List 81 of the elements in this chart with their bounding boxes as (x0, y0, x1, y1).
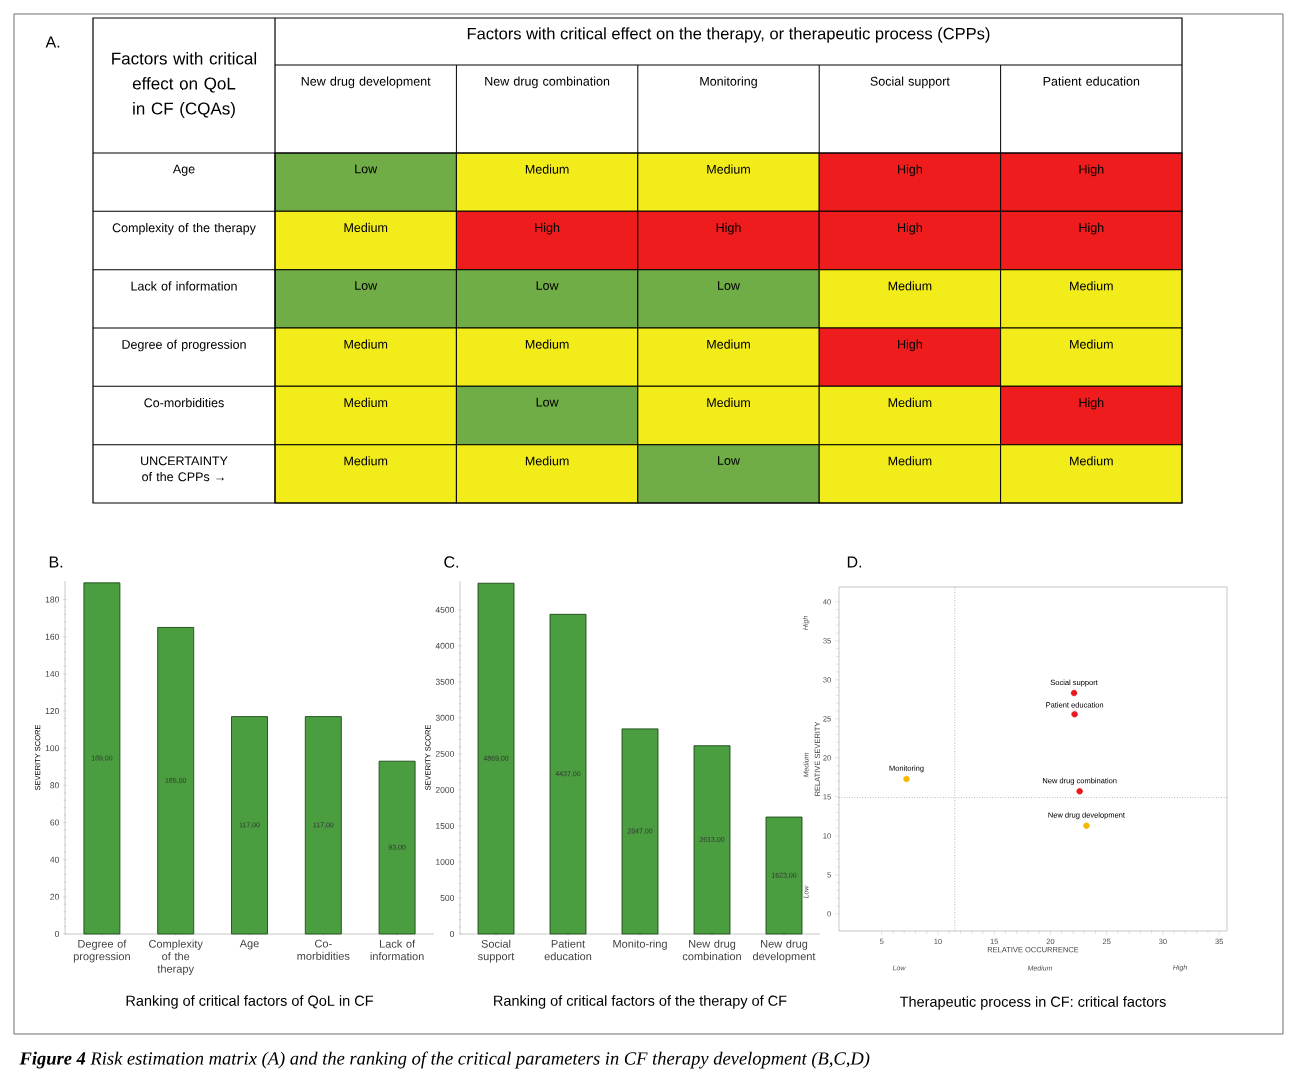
category-label: New drug combination (485, 76, 610, 89)
text: Factors with critical effect on QoL in CF (CQAs) (112, 52, 257, 118)
y-tick-label: 500 (440, 894, 454, 901)
text: Medium (888, 281, 932, 291)
x-tick-label: Lack of information (370, 939, 424, 961)
y-tick-label: 3000 (435, 714, 454, 721)
x-tick-label: Patient education (544, 939, 592, 961)
text: Low (355, 281, 378, 290)
category-label: Co-morbidities (144, 398, 224, 408)
y-tick-label: 80 (50, 782, 59, 789)
y-tick-label: 3500 (435, 678, 454, 685)
text: Low (536, 397, 559, 407)
y-tick-label: 60 (50, 819, 59, 826)
y-tick-label: 20 (50, 893, 59, 900)
text: Low (718, 456, 740, 465)
text: Ranking of critical factors of QoL in CF (126, 995, 373, 1009)
text: Figure 4 Risk estimation matrix (A) and the ranking of the critical parameters in CF therapy development (B,C,D) (19, 1051, 870, 1069)
text: High (898, 339, 922, 352)
text: Medium (707, 164, 750, 174)
category-label: Patient education (1043, 76, 1140, 86)
x-tick-label: New drug development (752, 939, 816, 963)
x-tick-label: Age (239, 939, 259, 950)
text: Therapeutic process in CF: critical factors (899, 996, 1166, 1010)
category-label: Complexity of the therapy (112, 223, 256, 235)
text: Medium (344, 222, 388, 233)
y-tick-label: 0 (54, 930, 59, 937)
text: Ranking of critical factors of the therapy of CF (494, 995, 787, 1009)
y-tick-label: 4000 (435, 642, 454, 649)
text: High (535, 222, 560, 235)
text: Medium (1070, 339, 1113, 349)
text: High (716, 222, 741, 235)
y-tick-label: 100 (45, 745, 59, 752)
y-tick-label: 140 (45, 670, 59, 677)
y-tick-label: 0 (449, 930, 454, 937)
y-tick-label: 1500 (436, 822, 454, 829)
category-label: UNCERTAINTY of the CPPs → (141, 456, 228, 482)
text: Medium (525, 456, 569, 466)
category-label: Monitoring (700, 76, 757, 89)
text: B. (49, 556, 63, 568)
category-label: Social support (870, 76, 950, 89)
y-tick-label: 120 (45, 708, 59, 715)
text: Medium (344, 339, 388, 349)
text: Medium (1070, 281, 1113, 291)
text: High (1079, 397, 1104, 410)
x-tick-label: Degree of progression (73, 939, 130, 963)
text: Factors with critical effect on the therapy, or therapeutic process (CPPs) (467, 27, 990, 43)
x-tick-label: Complexity of the therapy (149, 939, 203, 975)
y-tick-label: 40 (50, 856, 59, 863)
text: Medium (888, 456, 932, 466)
text: D. (847, 556, 862, 568)
text: Low (536, 281, 559, 290)
category-label: Lack of information (131, 281, 237, 291)
text: Medium (707, 397, 750, 408)
x-tick-label: New drug combination (682, 939, 741, 961)
text: Medium (525, 339, 569, 349)
y-tick-label: 2000 (435, 786, 454, 793)
category-label: Degree of progression (122, 339, 246, 352)
y-tick-label: 1000 (436, 858, 454, 865)
text: A. (45, 36, 60, 48)
text: Medium (888, 397, 932, 408)
category-label: New drug development (301, 76, 431, 89)
y-tick-label: 180 (45, 596, 59, 603)
text: High (898, 222, 922, 235)
text: C. (444, 556, 459, 568)
y-tick-label: 160 (45, 633, 59, 640)
text: Medium (344, 397, 388, 408)
text: Low (718, 281, 740, 290)
x-tick-label: Monito-ring (613, 939, 667, 950)
text: Medium (344, 456, 388, 466)
y-tick-label: 4500 (435, 606, 454, 613)
text: Medium (707, 339, 750, 349)
text: Low (355, 164, 378, 174)
category-label: Age (172, 164, 195, 176)
x-tick-label: Social support (477, 939, 515, 963)
text: Medium (1070, 456, 1113, 466)
text: High (898, 164, 922, 177)
text: High (1079, 164, 1104, 177)
text: Medium (525, 164, 569, 174)
text: High (1079, 222, 1104, 235)
x-tick-label: Co-morbidities (297, 939, 350, 960)
y-tick-label: 2500 (435, 750, 454, 757)
